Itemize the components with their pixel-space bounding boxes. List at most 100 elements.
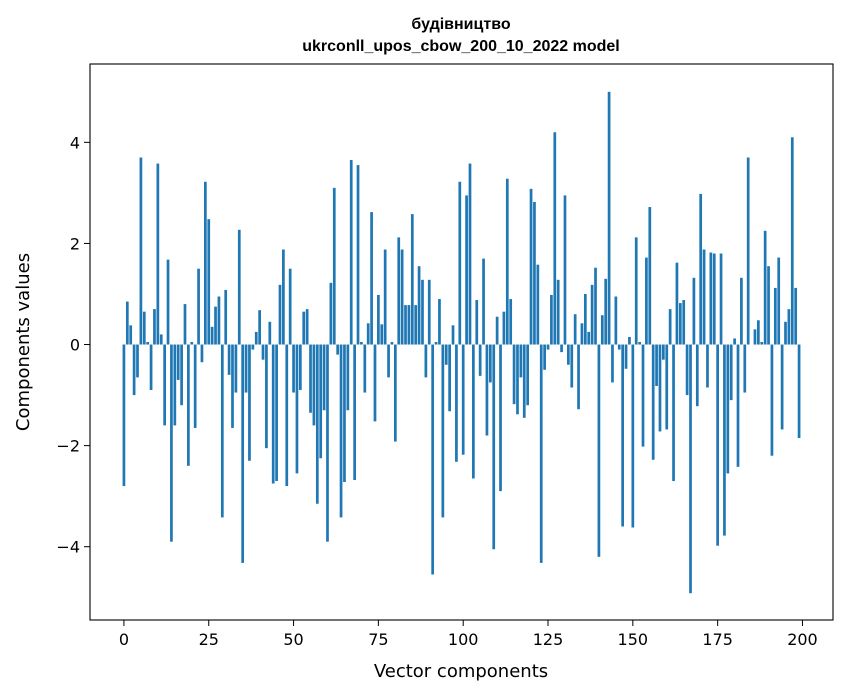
bar-161 [668,309,672,345]
bar-58 [319,344,323,459]
bar-45 [275,344,278,481]
bar-157 [655,344,658,386]
bar-197 [790,137,794,345]
bar-4 [136,344,139,378]
bar-33 [234,344,238,393]
bar-35 [241,344,245,563]
bar-87 [417,266,421,345]
bar-104 [475,300,479,345]
bar-67 [349,160,353,345]
bar-128 [556,279,560,345]
bar-94 [441,344,445,518]
plot-frame [89,63,834,621]
bar-1 [125,301,129,345]
y-tick-label--4: −4 [56,538,80,557]
bar-117 [519,344,523,378]
bar-194 [780,344,784,430]
bar-143 [607,91,611,345]
bar-80 [393,344,397,442]
bar-175 [716,344,720,546]
bar-3 [132,344,136,396]
bar-79 [390,342,394,345]
bar-109 [492,344,496,550]
bar-167 [689,344,692,594]
bar-180 [733,338,736,345]
x-tick-label-50: 50 [283,630,303,649]
bar-103 [472,344,475,479]
bar-13 [166,259,170,345]
bar-192 [773,287,777,345]
bar-64 [339,344,343,518]
bar-31 [227,344,231,375]
bar-174 [712,253,716,345]
bar-72 [366,323,370,345]
bar-49 [288,268,292,345]
bar-179 [729,344,733,401]
bar-155 [648,207,652,345]
bar-32 [231,344,234,428]
bar-19 [187,344,190,466]
bar-182 [740,277,743,345]
bar-71 [363,344,367,393]
bar-51 [295,344,299,474]
bar-95 [444,344,448,365]
x-tick-label-100: 100 [448,630,479,649]
bar-68 [353,344,356,480]
y-axis: −4 −2 0 2 4 [56,133,90,557]
bar-2 [129,325,133,345]
bar-153 [641,344,645,447]
bar-196 [787,309,791,345]
bar-129 [560,344,563,353]
bar-132 [570,344,574,388]
bar-156 [651,344,655,460]
bar-93 [438,299,441,345]
bar-105 [478,344,482,376]
bar-116 [516,344,519,415]
bar-166 [685,344,689,396]
bar-75 [377,294,380,345]
bar-39 [254,331,258,345]
chart-subtitle: ukrconll_upos_cbow_200_10_2022 model [302,38,619,55]
bar-36 [244,344,248,393]
bar-173 [709,252,713,345]
bar-34 [237,229,241,345]
bar-86 [414,305,418,345]
bar-56 [312,344,316,426]
bar-119 [526,344,530,406]
bar-73 [370,212,373,345]
bar-163 [675,262,679,345]
bar-91 [431,344,435,575]
bar-81 [397,237,401,345]
x-tick-label-175: 175 [702,630,733,649]
bar-138 [590,284,594,345]
bar-20 [190,342,194,345]
bar-25 [207,219,211,345]
bar-85 [410,214,414,345]
bar-21 [193,344,197,428]
bar-181 [736,344,740,467]
bar-12 [163,344,166,426]
bar-66 [346,344,350,411]
bar-183 [743,344,747,393]
bar-151 [634,237,638,345]
bar-135 [580,323,584,345]
bar-106 [482,258,485,345]
bar-76 [380,324,384,345]
bar-7 [146,342,150,345]
bar-83 [404,305,407,345]
bar-184 [746,157,750,345]
bar-198 [794,287,798,345]
bar-148 [624,344,628,369]
bar-0 [122,344,126,487]
bar-54 [305,309,309,345]
x-axis-label: Vector components [374,661,548,682]
bar-160 [665,344,669,430]
bar-152 [638,342,641,345]
bar-162 [672,344,675,481]
bar-142 [604,278,608,345]
bar-59 [322,344,326,411]
bar-118 [522,344,526,418]
bar-112 [502,311,506,345]
bar-126 [550,294,553,345]
